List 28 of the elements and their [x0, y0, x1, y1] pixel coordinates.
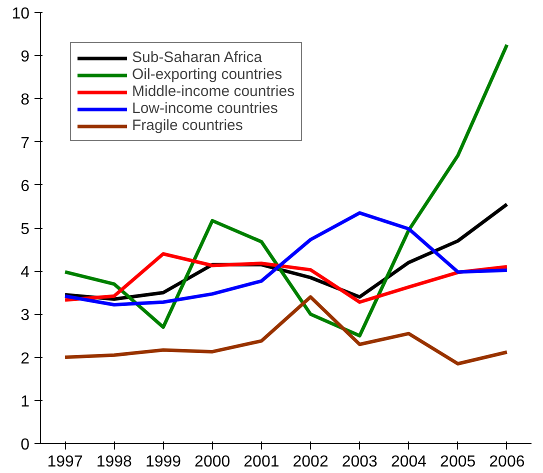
- x-tick-label: 2000: [194, 454, 230, 470]
- legend-label: Low-income countries: [132, 100, 278, 117]
- y-tick-label: 2: [20, 350, 30, 368]
- y-tick-label: 9: [20, 48, 30, 66]
- y-tick-label: 8: [20, 92, 30, 109]
- y-tick-label: 0: [20, 436, 30, 454]
- x-tick-label: 1997: [47, 454, 83, 470]
- x-tick-label: 2002: [292, 454, 328, 470]
- legend-label: Fragile countries: [132, 117, 243, 134]
- legend-label: Middle-income countries: [132, 83, 295, 100]
- y-tick-label: 10: [12, 6, 30, 22]
- x-tick-label: 2004: [390, 454, 427, 470]
- x-tick-label: 2001: [244, 454, 280, 470]
- legend-label: Oil-exporting countries: [132, 66, 282, 83]
- line-series: [63, 43, 509, 338]
- x-tick-label: 1999: [145, 454, 182, 470]
- legend-label: Sub-Saharan Africa: [132, 49, 262, 66]
- y-tick-label: 6: [20, 178, 30, 195]
- y-tick-label: 3: [20, 307, 30, 324]
- x-tick-label: 1998: [96, 454, 132, 470]
- y-tick-label: 7: [20, 134, 30, 152]
- y-tick-label: 5: [20, 221, 30, 238]
- x-tick-label: 2003: [342, 454, 378, 470]
- x-tick-label: 2006: [489, 454, 525, 470]
- y-tick-label: 1: [20, 393, 30, 410]
- x-tick-label: 2005: [440, 454, 476, 470]
- y-tick-label: 4: [20, 264, 30, 282]
- line-series: [63, 295, 509, 366]
